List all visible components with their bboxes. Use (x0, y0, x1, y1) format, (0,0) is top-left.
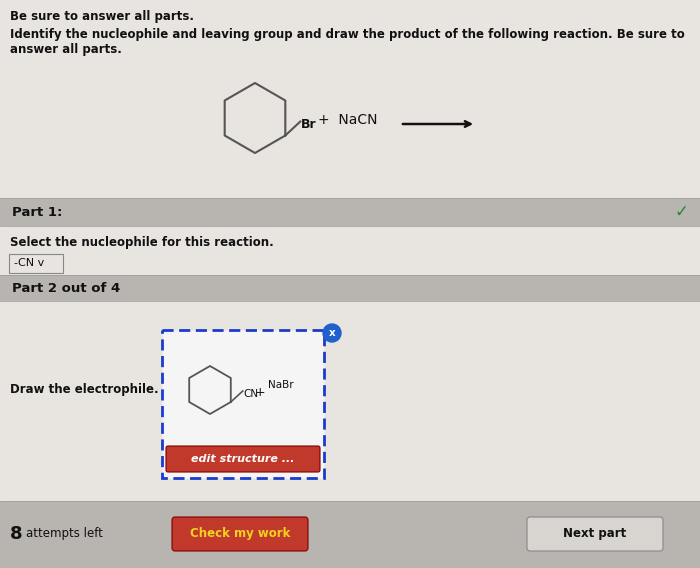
FancyBboxPatch shape (0, 501, 700, 568)
FancyBboxPatch shape (166, 446, 320, 472)
Text: NaBr: NaBr (268, 380, 293, 390)
Text: x: x (328, 328, 335, 338)
Text: +: + (255, 386, 265, 399)
Text: CN: CN (244, 389, 259, 399)
FancyBboxPatch shape (0, 226, 700, 306)
Text: Check my work: Check my work (190, 528, 290, 541)
Text: Select the nucleophile for this reaction.: Select the nucleophile for this reaction… (10, 236, 274, 249)
FancyBboxPatch shape (162, 330, 324, 478)
FancyBboxPatch shape (172, 517, 308, 551)
Text: 8: 8 (10, 525, 22, 543)
FancyBboxPatch shape (0, 198, 700, 226)
Text: Be sure to answer all parts.: Be sure to answer all parts. (10, 10, 194, 23)
Circle shape (323, 324, 341, 342)
Text: Br: Br (301, 119, 317, 132)
FancyBboxPatch shape (9, 254, 63, 273)
FancyBboxPatch shape (0, 301, 700, 501)
Text: +  NaCN: + NaCN (318, 113, 377, 127)
Text: Part 1:: Part 1: (12, 206, 62, 219)
Text: ✓: ✓ (674, 203, 688, 221)
FancyBboxPatch shape (0, 275, 700, 301)
Text: attempts left: attempts left (26, 528, 103, 541)
Text: Identify the nucleophile and leaving group and draw the product of the following: Identify the nucleophile and leaving gro… (10, 28, 685, 56)
Text: Part 2 out of 4: Part 2 out of 4 (12, 282, 120, 294)
Text: Next part: Next part (564, 528, 626, 541)
Text: edit structure ...: edit structure ... (191, 454, 295, 464)
FancyBboxPatch shape (0, 0, 700, 200)
Text: -CN v: -CN v (14, 258, 44, 269)
Text: Draw the electrophile.: Draw the electrophile. (10, 383, 159, 396)
FancyBboxPatch shape (527, 517, 663, 551)
